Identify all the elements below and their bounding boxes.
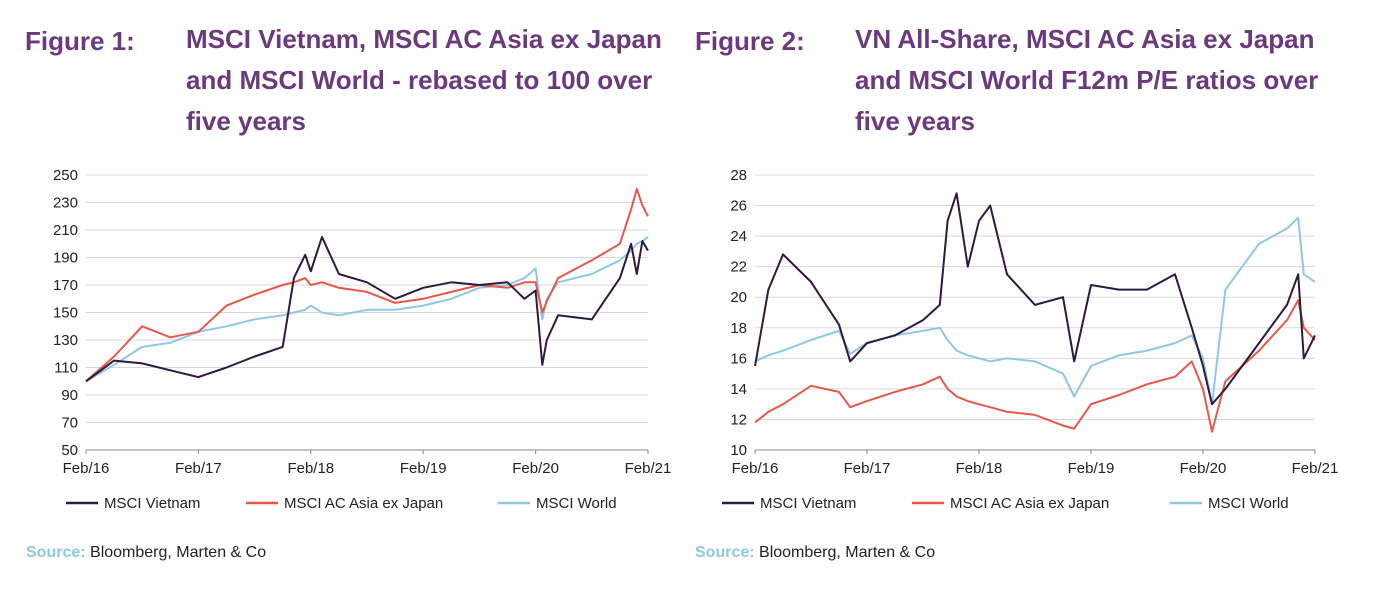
- chart2-legend-label: MSCI AC Asia ex Japan: [950, 495, 1109, 512]
- chart1-y-tick-label: 130: [53, 332, 78, 349]
- chart1-series-line-msci-vietnam: [85, 235, 649, 383]
- figure-2-panel: Figure 2: VN All-Share, MSCI AC Asia ex …: [690, 0, 1381, 592]
- chart1-x-tick-label: Feb/18: [287, 460, 334, 477]
- chart2-y-tick-label: 24: [730, 228, 747, 245]
- chart1-x-tick-label: Feb/17: [175, 460, 222, 477]
- chart2-y-tick-label: 22: [730, 259, 747, 276]
- chart2-x-tick-label: Feb/17: [844, 460, 891, 477]
- chart2-x-tick-label: Feb/21: [1292, 460, 1339, 477]
- chart1-y-tick-label: 150: [53, 305, 78, 322]
- chart1-y-tick-label: 90: [61, 387, 78, 404]
- chart1-y-tick-label: 230: [53, 195, 78, 212]
- chart2-y-tick-label: 14: [730, 381, 747, 398]
- chart1-y-tick-label: 190: [53, 250, 78, 267]
- chart1-y-tick-label: 110: [54, 360, 78, 377]
- chart2-y-tick-label: 10: [730, 442, 747, 459]
- chart2-y-tick-label: 18: [730, 320, 747, 337]
- figure-2-chart: 10 12 14 16 18 20 22 24 26 28 Feb/16 Feb/17 Feb/18 Fe…: [722, 167, 1339, 512]
- chart1-legend-label: MSCI AC Asia ex Japan: [284, 495, 443, 512]
- chart1-series-line-msci-ac-asia-ex-japan: [85, 187, 649, 383]
- figure-2-source-label: Source:: [695, 544, 755, 561]
- chart2-legend-label: MSCI World: [1208, 495, 1289, 512]
- chart1-series-line-msci-world: [85, 236, 649, 383]
- figure-1-chart: 50 70 90 110 130 150 170 190 210 230 250 Feb/16 Feb/…: [53, 167, 672, 512]
- chart1-y-tick-label: 50: [61, 442, 78, 459]
- figure-1-source: Source: Bloomberg, Marten & Co: [26, 544, 266, 562]
- chart2-x-tick-label: Feb/20: [1180, 460, 1227, 477]
- chart2-x-tick-label: Feb/19: [1068, 460, 1115, 477]
- figure-1-label: Figure 1:: [25, 26, 135, 56]
- chart2-x-tick-label: Feb/16: [732, 460, 779, 477]
- chart2-y-tick-label: 16: [730, 350, 747, 367]
- figure-1-title: MSCI Vietnam, MSCI AC Asia ex Japan and …: [186, 24, 662, 136]
- chart1-x-tick-label: Feb/16: [63, 460, 110, 477]
- figure-2-title: VN All-Share, MSCI AC Asia ex Japan and …: [855, 24, 1319, 136]
- chart2-legend-label: MSCI Vietnam: [760, 495, 856, 512]
- chart2-y-tick-label: 26: [730, 198, 747, 215]
- chart1-x-tick-label: Feb/20: [512, 460, 559, 477]
- figure-2-source-text: Bloomberg, Marten & Co: [754, 544, 936, 561]
- chart1-y-tick-label: 170: [53, 277, 78, 294]
- chart1-y-tick-label: 70: [61, 415, 78, 432]
- chart2-series-line-msci-world: [754, 216, 1316, 406]
- figure-2-source: Source: Bloomberg, Marten & Co: [695, 544, 935, 562]
- chart2-x-tick-label: Feb/18: [956, 460, 1003, 477]
- chart1-x-tick-label: Feb/21: [625, 460, 672, 477]
- figure-2-label: Figure 2:: [695, 26, 805, 56]
- figure-1-source-text: Bloomberg, Marten & Co: [85, 544, 267, 561]
- chart1-y-tick-label: 210: [53, 222, 78, 239]
- figure-1-source-label: Source:: [26, 544, 86, 561]
- chart1-legend-label: MSCI Vietnam: [104, 495, 200, 512]
- chart1-x-tick-label: Feb/19: [400, 460, 447, 477]
- chart2-y-tick-label: 28: [730, 167, 747, 184]
- chart2-series-line-msci-vietnam: [754, 192, 1316, 406]
- chart2-y-tick-label: 12: [730, 411, 747, 428]
- chart2-y-tick-label: 20: [730, 289, 747, 306]
- chart1-y-tick-label: 250: [53, 167, 78, 184]
- figure-1-panel: Figure 1: MSCI Vietnam, MSCI AC Asia ex …: [0, 0, 690, 592]
- chart1-legend-label: MSCI World: [536, 495, 617, 512]
- chart2-series-line-msci-ac-asia-ex-japan: [754, 299, 1316, 433]
